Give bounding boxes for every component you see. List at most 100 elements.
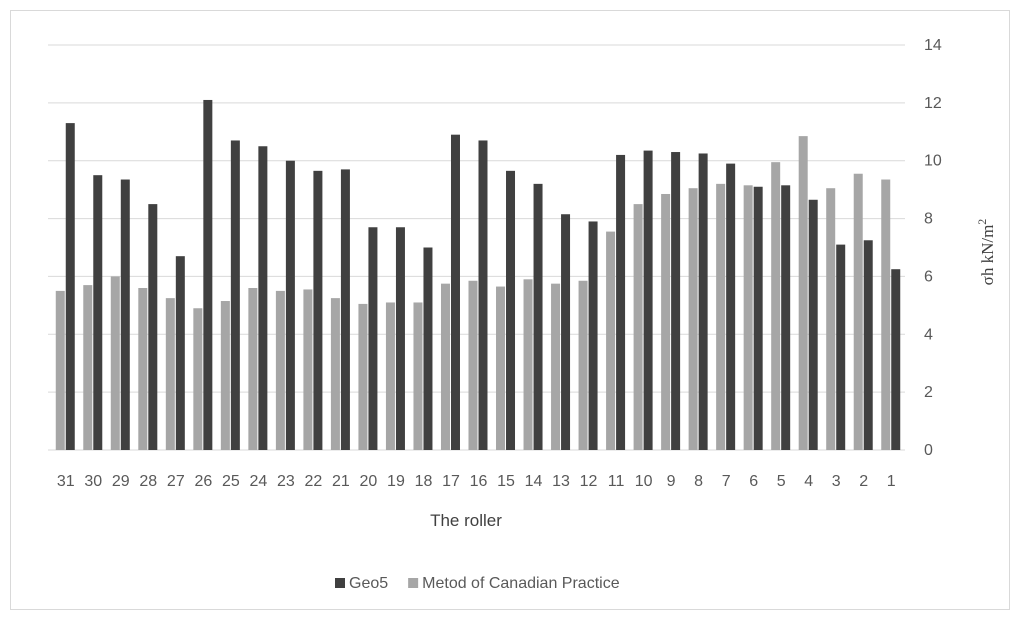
bar-canadian-19	[385, 302, 395, 450]
bar-geo5-11	[616, 154, 626, 450]
x-tick-label: 21	[332, 473, 350, 490]
bar-geo5-26	[203, 99, 213, 450]
bar-canadian-5	[771, 162, 781, 451]
x-tick-label: 24	[249, 473, 267, 490]
x-tick-label: 4	[804, 473, 813, 490]
bar-geo5-31	[65, 123, 75, 450]
legend-label-0: Geo5	[349, 575, 388, 592]
x-tick-label: 9	[667, 473, 676, 490]
x-tick-label: 22	[305, 473, 323, 490]
bar-geo5-8	[698, 153, 708, 450]
series-geo5-bars	[65, 99, 901, 451]
bar-geo5-12	[588, 221, 598, 450]
bar-canadian-31	[55, 290, 65, 450]
bar-geo5-28	[148, 204, 158, 450]
bar-geo5-9	[671, 152, 681, 451]
bar-geo5-18	[423, 247, 433, 450]
bar-geo5-7	[726, 163, 736, 450]
x-tick-label: 31	[57, 473, 75, 490]
y-tick-label: 10	[924, 153, 942, 170]
bar-canadian-21	[330, 298, 340, 450]
bar-geo5-29	[120, 179, 130, 450]
y-tick-label: 8	[924, 211, 933, 228]
bar-canadian-30	[83, 285, 93, 450]
x-tick-label: 14	[525, 473, 543, 490]
y-tick-label: 12	[924, 95, 942, 112]
x-tick-label: 28	[139, 473, 157, 490]
bar-geo5-21	[340, 169, 350, 450]
bar-canadian-6	[743, 185, 753, 450]
series-canadian-bars	[55, 136, 891, 451]
y-axis-title-main: σh kN/m	[978, 225, 997, 286]
x-tick-label: 16	[470, 473, 488, 490]
x-tick-label: 20	[360, 473, 378, 490]
x-tick-label: 12	[580, 473, 598, 490]
bar-geo5-4	[808, 199, 818, 450]
x-tick-label: 18	[415, 473, 433, 490]
bar-canadian-14	[523, 279, 533, 450]
y-axis-title-superscript: 2	[975, 219, 989, 225]
bar-canadian-10	[633, 204, 643, 450]
x-tick-label: 30	[84, 473, 102, 490]
bar-geo5-30	[93, 175, 103, 450]
bar-geo5-14	[533, 183, 543, 450]
bar-geo5-19	[395, 227, 405, 450]
x-tick-label: 13	[552, 473, 570, 490]
bar-canadian-25	[220, 301, 230, 450]
x-tick-label: 23	[277, 473, 295, 490]
bar-canadian-9	[661, 193, 671, 450]
x-tick-label: 27	[167, 473, 185, 490]
x-tick-label: 19	[387, 473, 405, 490]
bar-canadian-24	[248, 288, 258, 450]
bar-canadian-13	[551, 283, 561, 450]
x-axis-ticks: 31 30 29 28 27 26 25 24 23 22 21 20 19 18 17 16 15 14 13 12…	[57, 473, 896, 490]
bar-geo5-15	[506, 170, 516, 450]
bar-canadian-11	[606, 231, 616, 450]
y-tick-label: 4	[924, 326, 933, 343]
x-tick-label: 1	[887, 473, 896, 490]
bar-geo5-3	[836, 244, 846, 450]
bar-geo5-22	[313, 170, 323, 450]
bar-geo5-5	[781, 185, 791, 450]
legend-swatch-0	[335, 578, 345, 588]
y-tick-label: 2	[924, 384, 933, 401]
bar-canadian-16	[468, 280, 478, 450]
bar-canadian-15	[496, 286, 506, 450]
bar-canadian-3	[826, 188, 836, 451]
bar-geo5-20	[368, 227, 378, 450]
bar-canadian-12	[578, 280, 588, 450]
x-tick-label: 15	[497, 473, 515, 490]
bar-canadian-7	[716, 183, 726, 450]
x-tick-label: 3	[832, 473, 841, 490]
bar-geo5-13	[561, 214, 571, 450]
bar-canadian-1	[881, 179, 891, 450]
bar-geo5-25	[230, 140, 240, 450]
x-tick-label: 2	[859, 473, 868, 490]
x-axis-title: The roller	[430, 511, 502, 530]
bar-geo5-24	[258, 146, 268, 450]
bar-canadian-2	[853, 173, 863, 450]
bar-canadian-28	[138, 288, 148, 450]
legend-label-1: Metod of Canadian Practice	[422, 575, 620, 592]
bar-geo5-27	[175, 256, 185, 450]
bar-canadian-18	[413, 302, 423, 450]
x-tick-label: 11	[608, 473, 625, 490]
x-tick-label: 17	[442, 473, 460, 490]
legend: Geo5 Metod of Canadian Practice	[335, 575, 620, 592]
bar-canadian-23	[275, 290, 285, 450]
x-tick-label: 6	[749, 473, 758, 490]
bar-geo5-1	[891, 269, 901, 450]
bar-canadian-29	[110, 276, 120, 450]
bar-canadian-17	[440, 283, 450, 450]
bar-geo5-2	[863, 240, 873, 450]
y-tick-label: 0	[924, 442, 933, 459]
y-axis-ticks: 0 2 4 6 8 10 12 14	[924, 37, 942, 459]
bar-canadian-4	[798, 136, 808, 450]
y-tick-label: 14	[924, 37, 942, 54]
bar-canadian-26	[193, 308, 203, 450]
x-tick-label: 10	[635, 473, 653, 490]
bar-canadian-22	[303, 289, 313, 450]
bar-canadian-20	[358, 303, 368, 450]
x-tick-label: 5	[777, 473, 786, 490]
